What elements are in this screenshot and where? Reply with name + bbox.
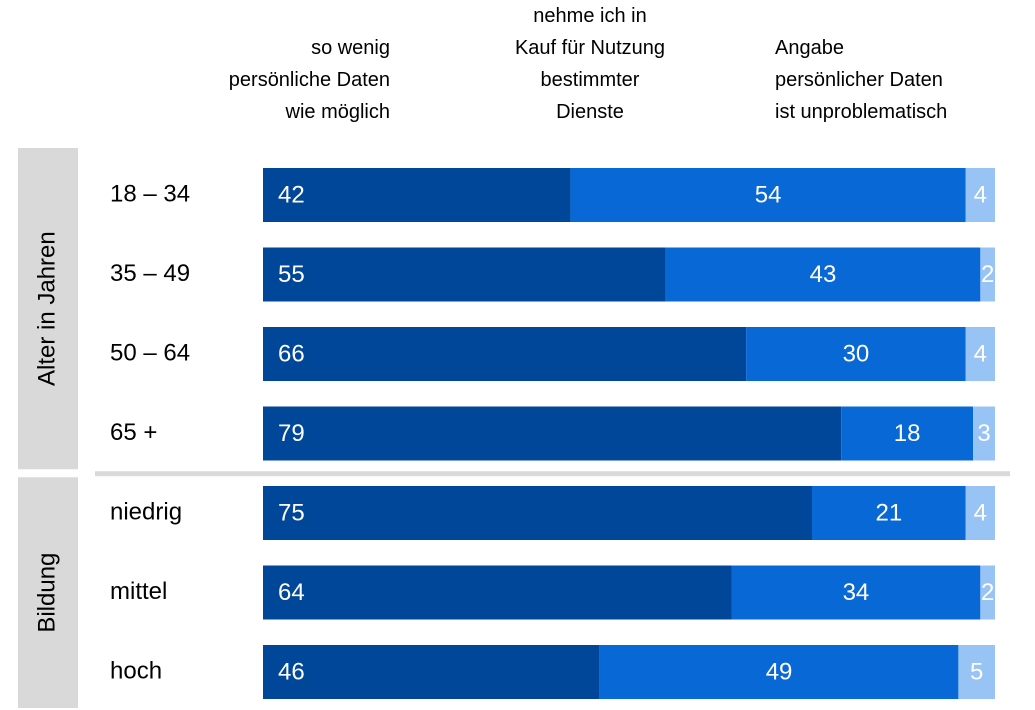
value-label: 4	[974, 499, 987, 526]
value-label: 42	[278, 181, 305, 208]
group-label: Alter in Jahren	[33, 231, 60, 386]
legend-entry: Angabe persönlicher Daten ist unproblema…	[775, 37, 948, 123]
value-label: 55	[278, 261, 305, 288]
value-label: 43	[810, 261, 837, 288]
category-label: niedrig	[110, 498, 182, 525]
value-label: 18	[894, 420, 921, 447]
value-label: 49	[766, 658, 793, 685]
bar-segment	[263, 247, 666, 302]
bar-segment	[665, 247, 981, 302]
bar-segment	[599, 645, 959, 699]
value-label: 4	[974, 181, 987, 208]
group-band	[18, 148, 78, 470]
value-label: 2	[981, 579, 994, 606]
value-label: 54	[755, 181, 782, 208]
bar-segment	[570, 168, 966, 222]
bar-segment	[731, 565, 981, 620]
bar-segment	[973, 406, 995, 461]
value-label: 64	[278, 579, 305, 606]
bar-segment	[958, 645, 995, 699]
bar-segment	[965, 486, 995, 540]
bar-segment	[263, 565, 732, 620]
bar-segment	[263, 168, 571, 222]
bar-segment	[965, 168, 995, 222]
category-label: 35 – 49	[110, 260, 190, 287]
value-label: 46	[278, 658, 305, 685]
legend-entry: nehme ich in Kauf für Nutzung bestimmter…	[514, 5, 666, 123]
legend-entry: so wenig persönliche Daten wie möglich	[228, 37, 390, 123]
category-label: hoch	[110, 657, 162, 684]
value-label: 66	[278, 340, 305, 367]
bar-segment	[812, 486, 966, 540]
category-label: 50 – 64	[110, 339, 190, 366]
bar-segment	[263, 645, 600, 699]
bar-segment	[980, 247, 995, 302]
bar-segment	[841, 406, 974, 461]
category-label: 18 – 34	[110, 180, 190, 207]
value-label: 79	[278, 420, 305, 447]
value-label: 34	[843, 579, 870, 606]
bar-segment	[263, 406, 842, 461]
bar-segment	[965, 327, 995, 381]
group-label: Bildung	[33, 553, 60, 633]
value-label: 75	[278, 499, 305, 526]
bar-segment	[746, 327, 966, 381]
value-label: 5	[970, 658, 983, 685]
value-label: 30	[843, 340, 870, 367]
value-label: 2	[981, 261, 994, 288]
category-label: mittel	[110, 578, 167, 605]
bar-segment	[263, 486, 812, 540]
value-label: 3	[977, 420, 990, 447]
bar-segment	[263, 327, 747, 381]
category-label: 65 +	[110, 419, 157, 446]
value-label: 21	[876, 499, 903, 526]
value-label: 4	[974, 340, 987, 367]
separator	[95, 471, 1010, 477]
bar-segment	[980, 565, 995, 620]
group-band	[18, 477, 78, 708]
